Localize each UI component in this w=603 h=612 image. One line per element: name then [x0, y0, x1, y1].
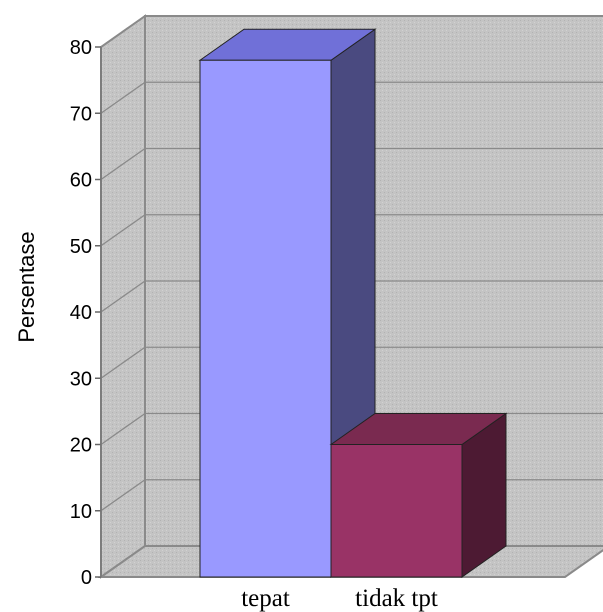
- y-axis-label: Persentase: [14, 231, 39, 342]
- x-category-label: tidak tpt: [355, 585, 438, 612]
- y-tick-labels: 0 10 20 30 40 50 60 70 80: [70, 37, 102, 589]
- gridline: [100, 147, 603, 181]
- gridline: [100, 479, 603, 512]
- gridline: [100, 214, 603, 247]
- bars: [198, 28, 508, 578]
- y-tick-label: 60: [70, 170, 92, 192]
- gridline: [100, 346, 603, 379]
- x-category-label: tepat: [241, 585, 290, 612]
- gridline: [100, 81, 603, 114]
- y-tick-label: 40: [70, 302, 92, 324]
- y-tick-label: 50: [70, 236, 92, 258]
- y-tick-label: 70: [70, 103, 92, 125]
- y-tick-label: 20: [70, 435, 92, 457]
- gridline: [100, 15, 603, 48]
- y-tick-label: 0: [81, 567, 92, 589]
- gridline: [100, 280, 603, 313]
- bar: [329, 412, 508, 578]
- y-tick-label: 30: [70, 368, 92, 390]
- gridlines: [100, 15, 603, 512]
- bar-front: [330, 444, 463, 578]
- y-tick-label: 10: [70, 501, 92, 523]
- gridline: [100, 412, 603, 446]
- y-tick-label: 80: [70, 37, 92, 59]
- x-category-labels: tepat tidak tpt: [241, 585, 438, 612]
- bar-front: [199, 59, 332, 578]
